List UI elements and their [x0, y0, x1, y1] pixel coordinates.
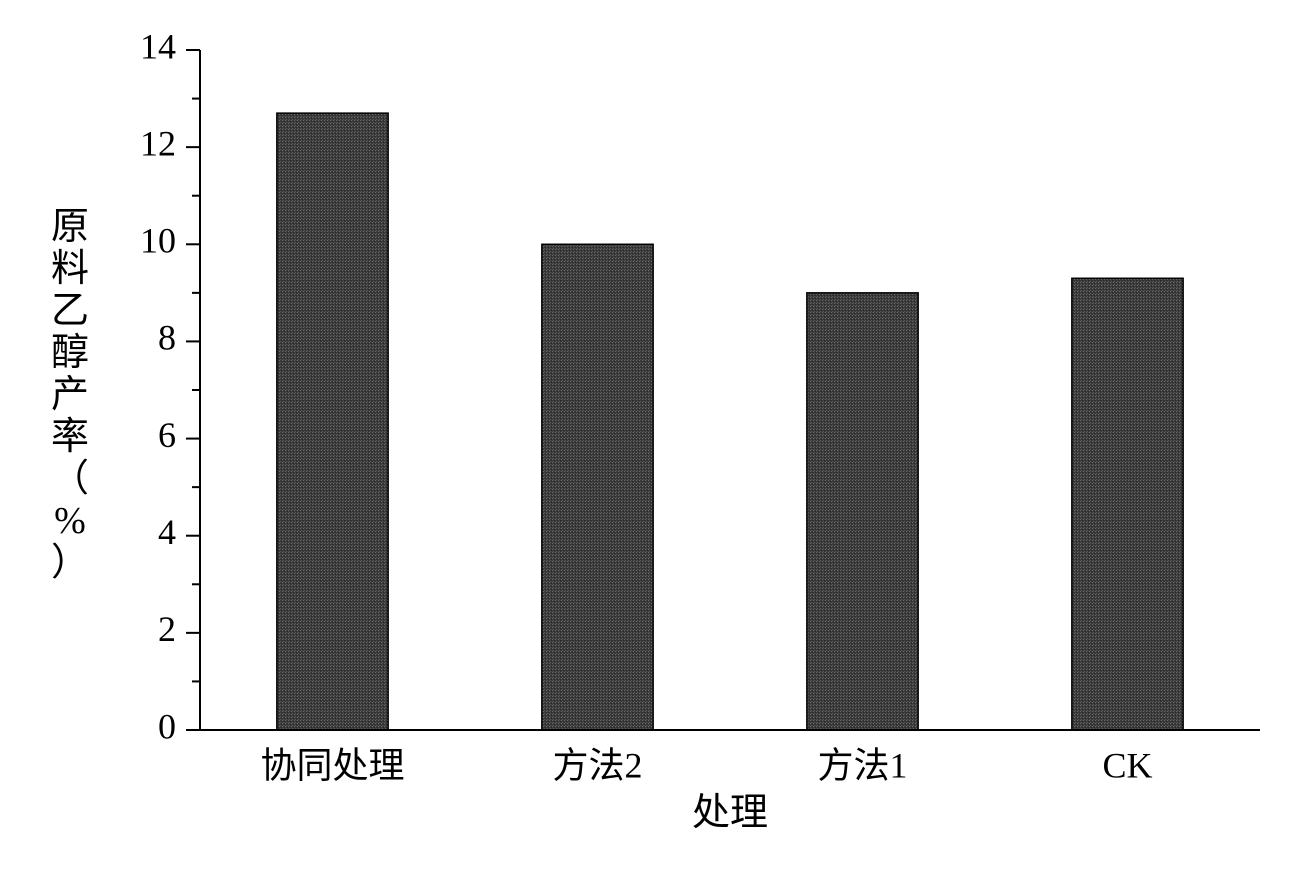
- y-axis-title: 原料乙醇产率（%）: [51, 206, 89, 584]
- y-tick-label: 14: [140, 26, 176, 66]
- category-label: 方法1: [817, 746, 907, 786]
- bar: [542, 244, 653, 730]
- category-label: 方法2: [552, 746, 642, 786]
- y-axis-title-char: 率: [51, 416, 89, 458]
- y-tick-label: 0: [158, 706, 176, 746]
- y-tick-label: 10: [140, 221, 176, 261]
- y-axis-title-char: 醇: [51, 332, 89, 374]
- bars: [277, 113, 1183, 730]
- bar: [277, 113, 388, 730]
- category-label: CK: [1102, 746, 1152, 786]
- y-axis-title-char: （: [51, 458, 89, 500]
- y-axis-title-char: 料: [51, 248, 89, 290]
- bar: [1072, 278, 1183, 730]
- y-axis-title-char: 乙: [51, 290, 89, 332]
- y-tick-label: 12: [140, 123, 176, 163]
- y-axis-title-char: 产: [51, 374, 89, 416]
- y-axis-title-char: %: [54, 500, 86, 542]
- y-axis-title-char: 原: [51, 206, 89, 248]
- x-axis-title: 处理: [692, 792, 768, 834]
- y-tick-label: 6: [158, 415, 176, 455]
- chart-svg: 0 2 4 6 8 10 12 14 协同处理 方法2 方法1 CK 处理 原料乙醇产率（%）: [0, 0, 1297, 892]
- category-label: 协同处理: [260, 746, 404, 786]
- y-tick-label: 8: [158, 318, 176, 358]
- y-tick-label: 4: [158, 512, 176, 552]
- bar-chart: 0 2 4 6 8 10 12 14 协同处理 方法2 方法1 CK 处理 原料乙醇产率（%）: [0, 0, 1297, 892]
- y-tick-label: 2: [158, 609, 176, 649]
- bar: [807, 293, 918, 730]
- y-axis-title-char: ）: [51, 542, 89, 584]
